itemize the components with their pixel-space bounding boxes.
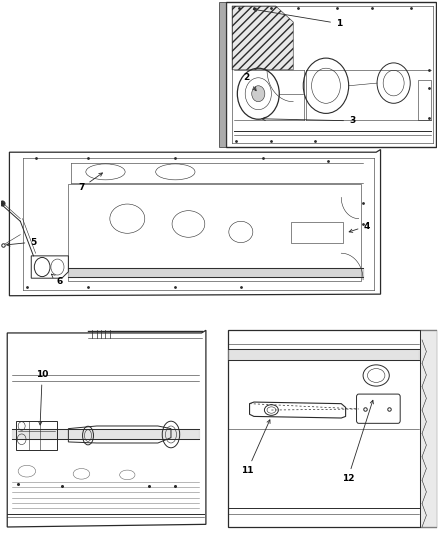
Text: 6: 6 (51, 274, 63, 286)
Circle shape (252, 86, 265, 102)
Text: 10: 10 (36, 370, 48, 425)
Bar (418, 80, 431, 120)
Text: 1: 1 (253, 8, 342, 28)
Text: 5: 5 (7, 238, 36, 247)
Bar (291, 222, 343, 243)
Bar (68, 184, 361, 281)
Text: 3: 3 (262, 116, 355, 125)
Text: 11: 11 (241, 420, 270, 475)
Text: 12: 12 (342, 400, 374, 483)
Polygon shape (219, 2, 226, 147)
Text: 7: 7 (78, 173, 102, 192)
Text: 4: 4 (349, 222, 370, 232)
Text: 2: 2 (244, 72, 256, 91)
Polygon shape (232, 6, 293, 70)
